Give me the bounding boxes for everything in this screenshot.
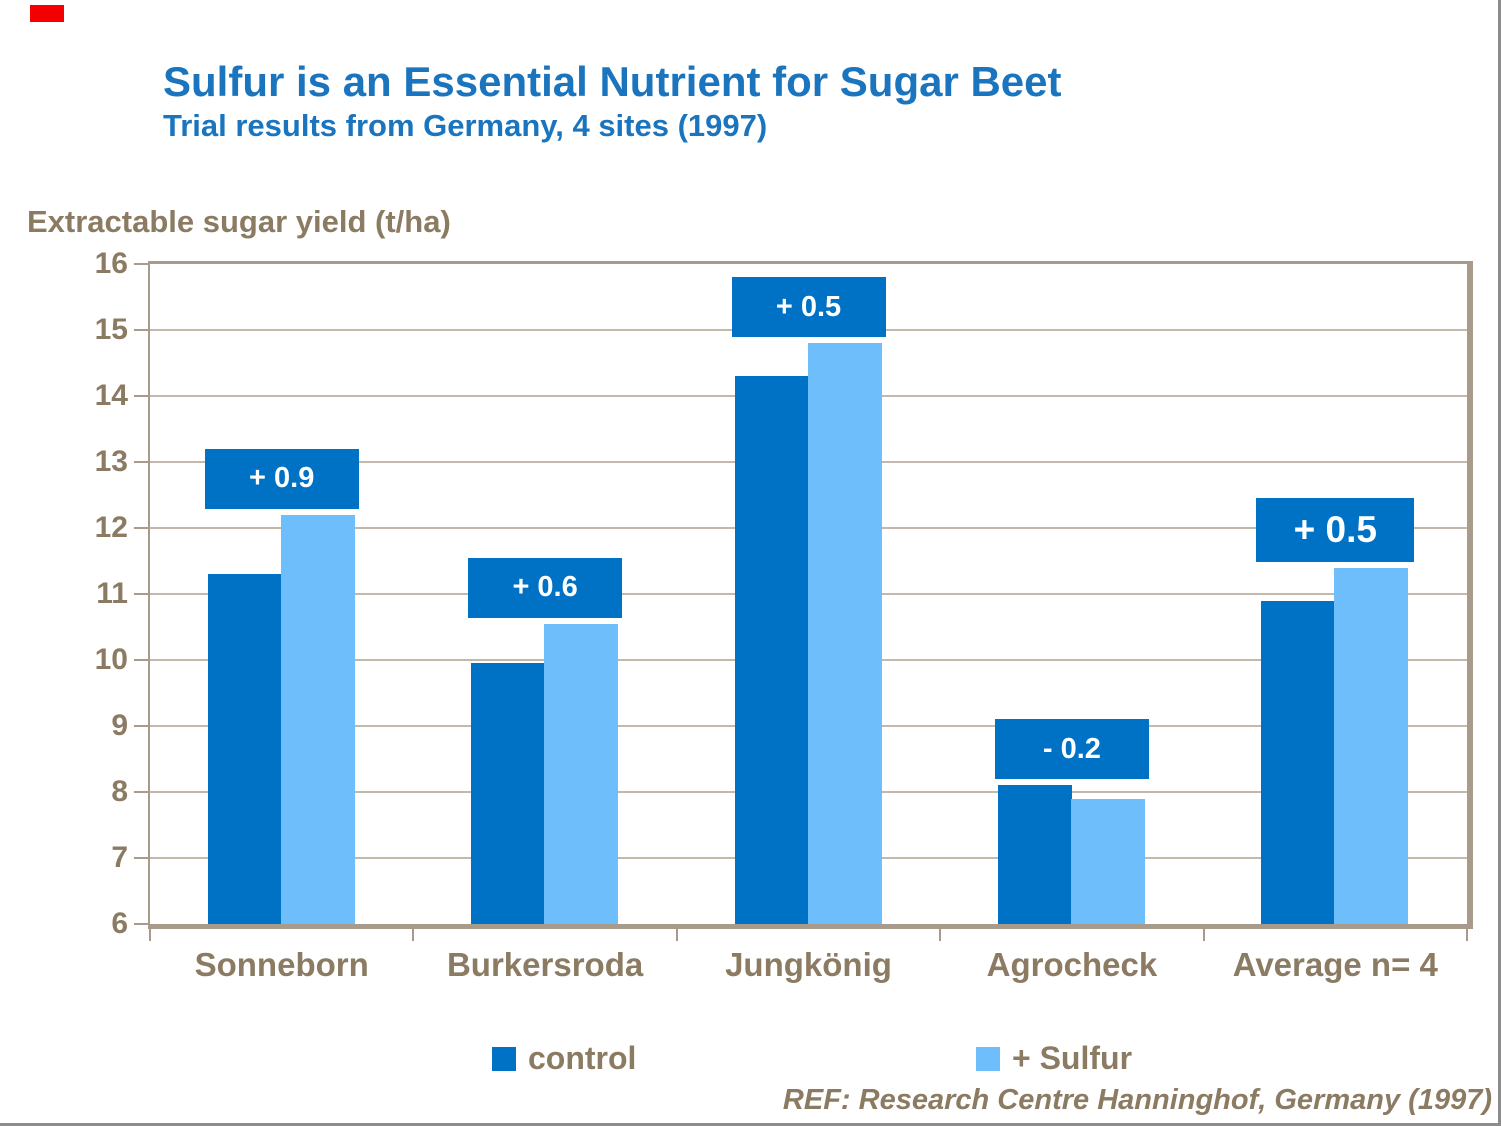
y-tick-label-8: 8 [111, 775, 128, 808]
y-tick-label-14: 14 [94, 379, 128, 412]
y-axis-title: Extractable sugar yield (t/ha) [27, 204, 451, 239]
diff-label-burkersroda: + 0.6 [468, 557, 623, 618]
bar-sulfur-jungkönig [807, 343, 882, 924]
page-subtitle: Trial results from Germany, 4 sites (199… [163, 108, 768, 143]
y-tick-label-10: 10 [94, 643, 128, 676]
plot-area-frame [148, 261, 1473, 929]
y-axis-tick-9 [134, 725, 150, 727]
legend-swatch-control [492, 1046, 516, 1071]
bar-sulfur-sonneborn [280, 514, 355, 924]
x-category-label-jungkönig: Jungkönig [725, 946, 892, 983]
page-title: Sulfur is an Essential Nutrient for Suga… [163, 58, 1062, 105]
y-tick-label-7: 7 [111, 841, 128, 874]
y-axis-tick-8 [134, 791, 150, 793]
red-corner-mark [30, 5, 64, 22]
y-tick-label-16: 16 [94, 247, 128, 280]
reference-text: REF: Research Centre Hanninghof, Germany… [782, 1084, 1492, 1116]
x-axis-tick-5 [1466, 929, 1468, 941]
diff-label-jungkönig: + 0.5 [731, 277, 886, 338]
legend-label-control: control [528, 1040, 637, 1076]
diff-label-sonneborn: + 0.9 [204, 448, 359, 509]
bar-control-average-n-4 [1261, 600, 1336, 924]
y-tick-label-9: 9 [111, 709, 128, 742]
y-axis-tick-11 [134, 593, 150, 595]
bar-sulfur-average-n-4 [1334, 567, 1409, 924]
x-category-label-sonneborn: Sonneborn [194, 946, 369, 983]
bar-control-jungkönig [734, 376, 809, 924]
y-tick-label-6: 6 [111, 907, 128, 940]
y-axis-tick-14 [134, 395, 150, 397]
x-category-label-average-n-4: Average n= 4 [1232, 946, 1438, 983]
y-axis-tick-12 [134, 527, 150, 529]
y-axis-tick-13 [134, 461, 150, 463]
diff-label-average-n-4: + 0.5 [1256, 497, 1415, 562]
x-axis-tick-2 [675, 929, 678, 941]
y-tick-label-11: 11 [96, 577, 128, 610]
x-axis-tick-1 [412, 929, 415, 941]
legend-swatch-sulfur [976, 1046, 1000, 1071]
y-tick-label-13: 13 [94, 445, 128, 478]
legend-item-control: control [492, 1040, 636, 1077]
y-tick-label-15: 15 [94, 313, 128, 346]
bar-sulfur-agrocheck [1070, 798, 1145, 924]
x-category-label-burkersroda: Burkersroda [446, 946, 644, 983]
bar-control-sonneborn [207, 574, 282, 924]
x-axis-tick-4 [1202, 929, 1205, 941]
bar-sulfur-burkersroda [544, 623, 619, 924]
x-axis-tick-3 [939, 929, 942, 941]
y-axis-tick-15 [134, 329, 150, 331]
y-tick-label-12: 12 [94, 511, 128, 544]
bar-control-burkersroda [471, 663, 546, 924]
legend-label-sulfur: + Sulfur [1012, 1040, 1133, 1076]
bar-control-agrocheck [997, 785, 1072, 924]
y-axis-tick-16 [134, 263, 150, 265]
legend-item-sulfur: + Sulfur [976, 1040, 1132, 1077]
y-axis-tick-6 [134, 923, 150, 925]
y-axis-tick-10 [134, 659, 150, 661]
y-axis-tick-7 [134, 857, 150, 859]
diff-label-agrocheck: - 0.2 [994, 719, 1149, 780]
x-category-label-agrocheck: Agrocheck [986, 946, 1158, 983]
x-axis-tick-0 [149, 929, 151, 941]
